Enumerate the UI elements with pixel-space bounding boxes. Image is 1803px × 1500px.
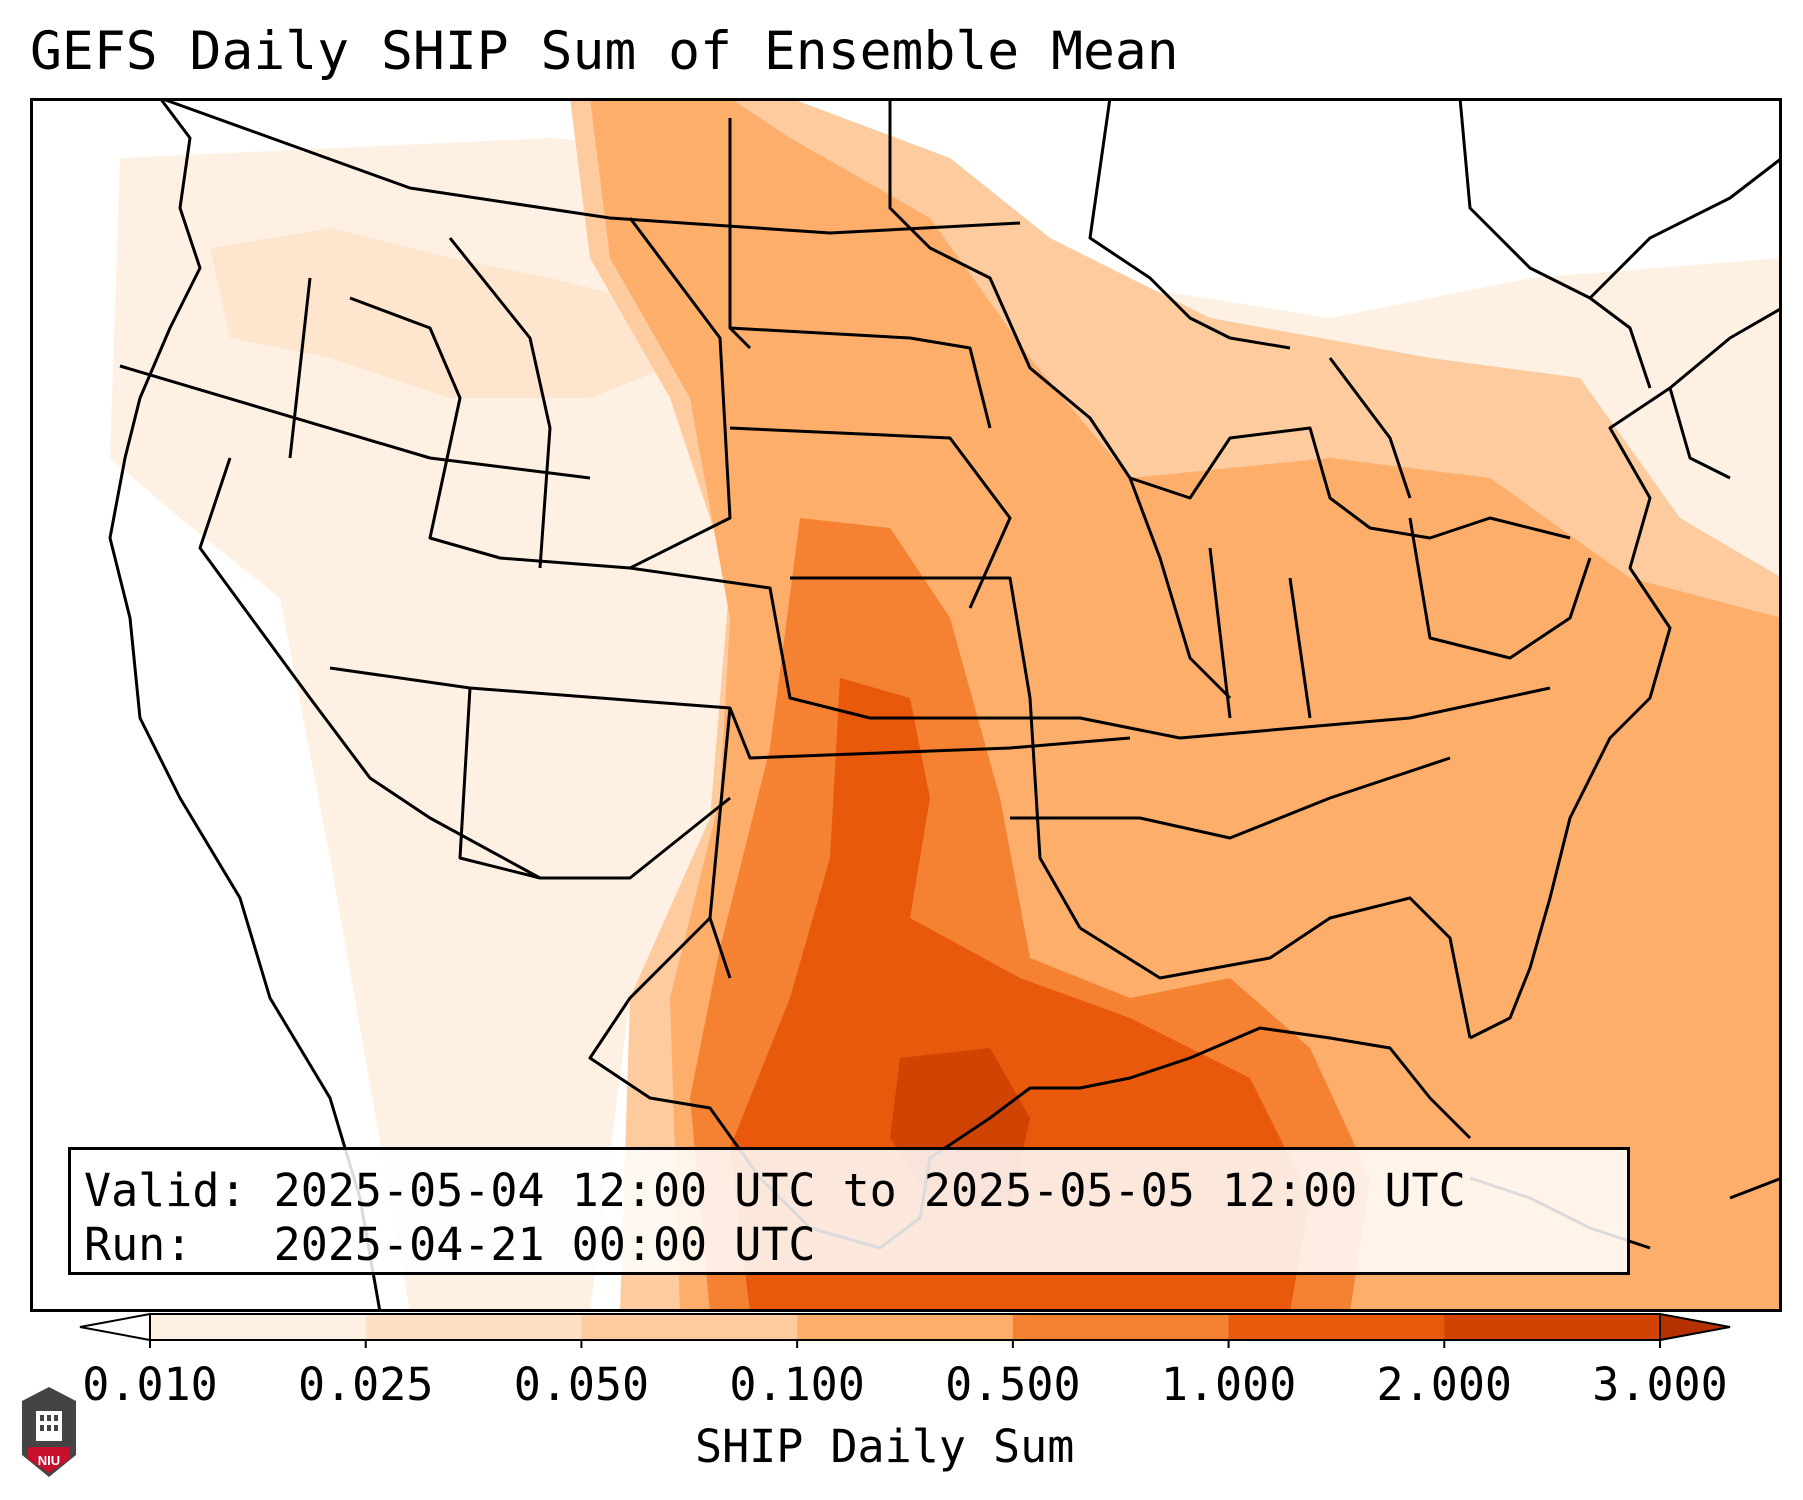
valid-value: 2025-05-04 12:00 UTC to 2025-05-05 12:00… [273, 1164, 1466, 1217]
colorbar-segment [150, 1314, 367, 1340]
valid-label: Valid: [84, 1164, 247, 1217]
map-border [30, 98, 1782, 1312]
ship-shading [30, 98, 1782, 1312]
map-panel [30, 98, 1782, 1312]
valid-run-info-box: Valid: 2025-05-04 12:00 UTC to 2025-05-0… [68, 1147, 1630, 1275]
colorbar-segment [1444, 1314, 1661, 1340]
colorbar-tick-label: 1.000 [1160, 1358, 1297, 1411]
colorbar-tick-label: 0.500 [945, 1358, 1081, 1411]
ship-field-map [30, 98, 1782, 1312]
colorbar-tick-label: 3.000 [1592, 1358, 1728, 1411]
run-line: Run: 2025-04-21 00:00 UTC [84, 1218, 1627, 1272]
run-label: Run: [84, 1218, 193, 1271]
svg-text:NIU: NIU [38, 1453, 60, 1468]
colorbar-tick-label: 0.025 [297, 1358, 434, 1411]
coastline-borders [108, 98, 1782, 1312]
map-title: GEFS Daily SHIP Sum of Ensemble Mean [30, 21, 1179, 82]
colorbar-segment [797, 1314, 1014, 1340]
colorbar-segment [1012, 1314, 1230, 1340]
colorbar-tick-label: 0.100 [729, 1358, 865, 1411]
colorbar-tick-label: 2.000 [1376, 1358, 1513, 1411]
colorbar-segment [581, 1314, 798, 1340]
colorbar-segment [365, 1314, 582, 1340]
colorbar-tick-label: 0.010 [82, 1358, 218, 1411]
colorbar [79, 1312, 1731, 1348]
colorbar-segment [1228, 1314, 1445, 1340]
colorbar-tick-label: 0.050 [513, 1358, 650, 1411]
colorbar-over-extend [1659, 1312, 1731, 1342]
colorbar-outline [149, 1313, 1661, 1341]
valid-line: Valid: 2025-05-04 12:00 UTC to 2025-05-0… [84, 1164, 1627, 1218]
colorbar-under-extend [79, 1312, 151, 1342]
run-value: 2025-04-21 00:00 UTC [273, 1218, 816, 1271]
niu-logo-icon: NIU [22, 1387, 76, 1477]
colorbar-label: SHIP Daily Sum [695, 1420, 1075, 1473]
